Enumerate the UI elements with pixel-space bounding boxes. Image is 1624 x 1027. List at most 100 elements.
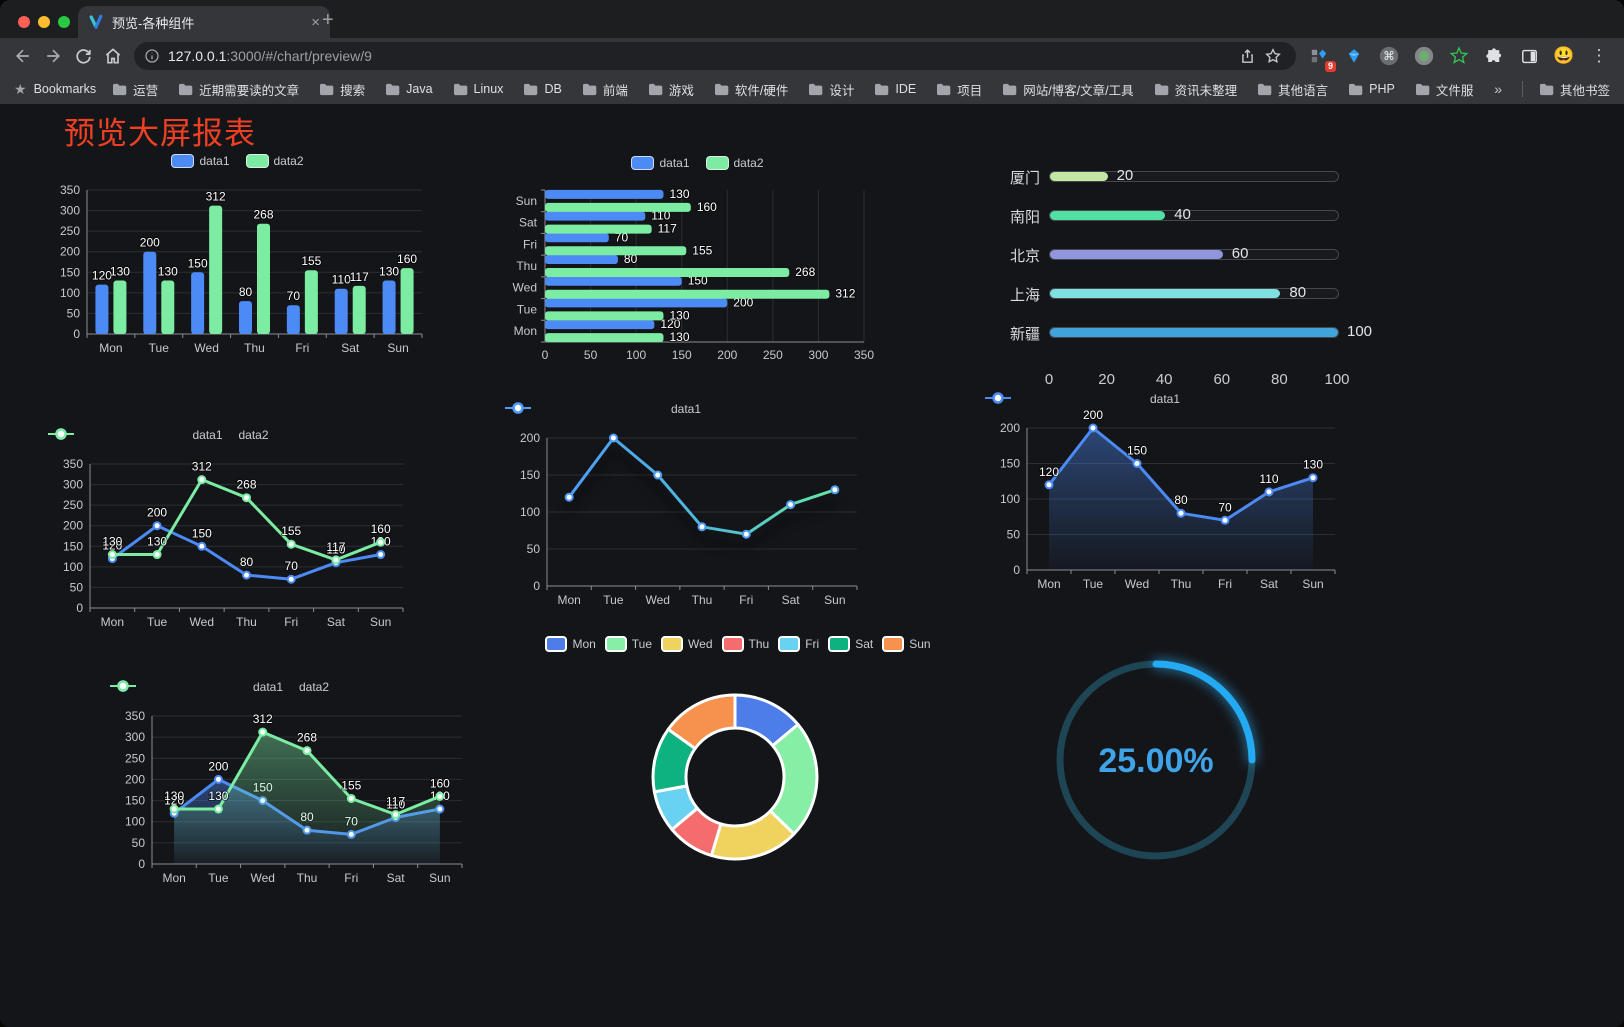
back-button[interactable] [8, 41, 38, 71]
svg-text:130: 130 [110, 265, 130, 279]
svg-text:350: 350 [63, 457, 83, 471]
bookmark-folder[interactable]: IDE [874, 82, 916, 96]
svg-text:120: 120 [164, 793, 184, 807]
bookmark-folder[interactable]: 其他语言 [1257, 80, 1328, 99]
extension-green-star-icon[interactable] [1446, 43, 1472, 69]
bookmark-folder[interactable]: 近期需要读的文章 [178, 80, 299, 99]
svg-text:80: 80 [1174, 493, 1188, 507]
bookmark-folder[interactable]: 前端 [582, 80, 628, 99]
svg-text:Sun: Sun [370, 615, 391, 629]
browser-menu-button[interactable]: ⋮ [1590, 46, 1608, 65]
legend-item[interactable]: Thu [721, 636, 769, 652]
area-line-chart: data1 0 50 100 150 200 Mon Tue Wed Thu Fri Sat Sun 12… [985, 388, 1345, 600]
legend-item[interactable]: data1 [171, 154, 230, 168]
extension-grid-icon[interactable]: 9 [1306, 43, 1336, 72]
legend-item[interactable]: data1 [505, 402, 701, 416]
url-bar[interactable]: 127.0.0.1:3000/#/chart/preview/9 [134, 42, 1296, 70]
svg-text:200: 200 [208, 759, 228, 773]
extension-diamond-icon[interactable] [1341, 43, 1367, 69]
svg-text:155: 155 [692, 243, 712, 257]
svg-text:130: 130 [669, 187, 689, 201]
progress-axis: 0 20 40 60 80 100 [995, 371, 1375, 391]
bookmark-folder[interactable]: 设计 [808, 80, 854, 99]
folder-icon [714, 83, 729, 95]
bookmark-folder[interactable]: Java [385, 82, 433, 96]
bookmark-folder[interactable]: Linux [453, 82, 503, 96]
bookmark-folder[interactable]: 资讯未整理 [1154, 80, 1237, 99]
legend-item[interactable]: data2 [245, 154, 304, 168]
progress-row: 新疆 100 [995, 322, 1375, 343]
ring-progress-chart: 25.00% [1046, 642, 1266, 874]
home-icon [105, 48, 121, 64]
url-text: 127.0.0.1:3000/#/chart/preview/9 [168, 48, 1234, 64]
bookmark-folder[interactable]: 项目 [936, 80, 982, 99]
svg-text:300: 300 [808, 348, 828, 362]
new-tab-button[interactable]: + [322, 9, 334, 31]
legend-item[interactable]: Fri [778, 636, 819, 652]
bookmark-folder[interactable]: DB [523, 82, 562, 96]
minimize-window-button[interactable] [38, 16, 50, 28]
svg-text:0: 0 [542, 348, 549, 362]
progress-label: 南阳 [1009, 209, 1040, 226]
legend-item[interactable]: Sat [828, 636, 873, 652]
legend-item[interactable]: data1 [48, 428, 223, 442]
legend-item[interactable]: data1 [631, 156, 690, 170]
legend-swatch [705, 156, 729, 170]
home-button[interactable] [98, 41, 128, 71]
svg-text:Tue: Tue [147, 615, 168, 629]
close-window-button[interactable] [18, 16, 30, 28]
legend-item[interactable]: Sun [882, 636, 931, 652]
bookmark-folder[interactable]: 网站/博客/文章/工具 [1002, 80, 1134, 99]
bookmarks-root[interactable]: ★ Bookmarks [14, 81, 96, 98]
extension-command-icon[interactable]: ⌘ [1376, 43, 1402, 69]
bookmark-star-button[interactable] [1260, 43, 1286, 69]
bookmark-folder[interactable]: 搜索 [319, 80, 365, 99]
bookmark-folder[interactable]: 文件服务器 [1415, 80, 1474, 99]
svg-text:250: 250 [63, 498, 83, 512]
svg-text:Wed: Wed [250, 871, 274, 885]
reload-icon [75, 48, 91, 64]
reload-button[interactable] [68, 41, 98, 71]
bookmarks-overflow-chevron[interactable]: » [1494, 81, 1502, 97]
zoom-window-button[interactable] [58, 16, 70, 28]
legend-item[interactable]: data1 [110, 680, 283, 694]
svg-text:300: 300 [60, 204, 80, 218]
progress-track [1049, 171, 1339, 182]
tab-close-icon[interactable]: × [311, 13, 320, 31]
side-panel-button[interactable] [1516, 43, 1542, 69]
legend-item[interactable]: Tue [604, 636, 652, 652]
site-info-icon[interactable] [144, 48, 160, 64]
share-button[interactable] [1234, 43, 1260, 69]
extensions-area: 9 ⌘ [1306, 43, 1616, 72]
legend-item[interactable]: data2 [705, 156, 764, 170]
svg-text:200: 200 [1000, 421, 1020, 435]
extension-record-icon[interactable] [1411, 43, 1437, 69]
legend-item[interactable]: Wed [661, 636, 713, 652]
svg-text:Fri: Fri [739, 593, 753, 607]
svg-text:150: 150 [188, 256, 208, 270]
svg-text:Wed: Wed [190, 615, 214, 629]
legend-item[interactable]: data1 [985, 392, 1180, 406]
svg-text:250: 250 [60, 224, 80, 238]
svg-text:117: 117 [658, 222, 677, 236]
svg-text:150: 150 [520, 468, 540, 482]
svg-text:Wed: Wed [645, 593, 669, 607]
svg-text:300: 300 [125, 730, 145, 744]
forward-button[interactable] [38, 41, 68, 71]
folder-icon [453, 83, 467, 95]
bookmark-folder[interactable]: 软件/硬件 [714, 80, 788, 99]
svg-text:Wed: Wed [513, 281, 537, 295]
extensions-puzzle-button[interactable] [1481, 43, 1507, 69]
legend-swatch [661, 636, 684, 652]
bookmark-folder[interactable]: 运营 [112, 80, 158, 99]
profile-avatar[interactable]: 😃 [1553, 46, 1575, 65]
bookmark-folder[interactable]: 游戏 [648, 80, 694, 99]
bookmark-folder[interactable]: PHP [1348, 82, 1395, 96]
svg-text:80: 80 [239, 285, 253, 299]
svg-text:268: 268 [297, 731, 317, 745]
legend-item[interactable]: Mon [545, 636, 596, 652]
browser-tab[interactable]: 预览-各种组件 × [78, 6, 330, 38]
legend-item[interactable]: data2 [48, 428, 269, 442]
legend-item[interactable]: data2 [110, 680, 329, 694]
other-bookmarks-folder[interactable]: 其他书签 [1539, 80, 1610, 99]
